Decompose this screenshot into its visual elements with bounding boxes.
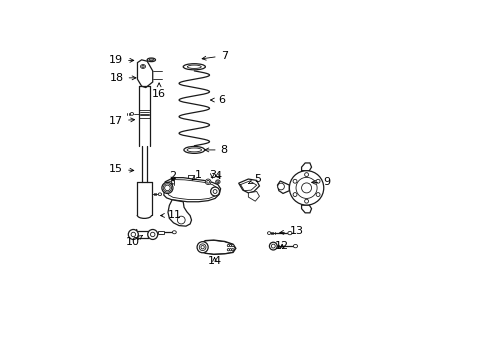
Circle shape <box>232 249 234 251</box>
Ellipse shape <box>172 180 174 184</box>
Text: 7: 7 <box>202 51 228 61</box>
Circle shape <box>270 242 277 250</box>
Circle shape <box>197 242 208 253</box>
Circle shape <box>177 216 185 224</box>
Circle shape <box>293 193 297 197</box>
Circle shape <box>305 199 309 203</box>
Circle shape <box>213 190 217 193</box>
Polygon shape <box>248 192 259 201</box>
Polygon shape <box>277 181 290 193</box>
Text: 19: 19 <box>109 55 134 66</box>
Text: 14: 14 <box>207 256 221 266</box>
Circle shape <box>128 229 138 239</box>
Circle shape <box>201 246 204 249</box>
Circle shape <box>301 183 312 193</box>
Circle shape <box>229 244 232 247</box>
Polygon shape <box>239 179 259 193</box>
Text: 9: 9 <box>312 177 330 187</box>
Circle shape <box>147 229 158 239</box>
Ellipse shape <box>294 244 297 248</box>
Ellipse shape <box>130 112 134 115</box>
Circle shape <box>205 179 211 185</box>
Ellipse shape <box>187 65 201 68</box>
Bar <box>158 231 164 234</box>
Circle shape <box>150 232 155 237</box>
Text: 18: 18 <box>109 73 136 83</box>
Circle shape <box>199 244 206 251</box>
Ellipse shape <box>142 66 144 67</box>
Circle shape <box>293 179 297 183</box>
Ellipse shape <box>147 58 155 62</box>
Circle shape <box>165 185 170 191</box>
Ellipse shape <box>187 148 201 152</box>
Ellipse shape <box>141 64 146 68</box>
Circle shape <box>316 193 320 197</box>
Ellipse shape <box>158 193 162 196</box>
Text: 3: 3 <box>209 170 216 180</box>
Text: 12: 12 <box>275 241 289 251</box>
Text: 16: 16 <box>152 83 166 99</box>
Circle shape <box>271 244 275 248</box>
Circle shape <box>229 249 232 251</box>
Polygon shape <box>199 240 236 255</box>
Ellipse shape <box>149 59 153 61</box>
Text: 17: 17 <box>109 116 135 126</box>
Circle shape <box>207 180 210 183</box>
Text: 4: 4 <box>214 171 221 181</box>
Circle shape <box>316 179 320 183</box>
Circle shape <box>227 249 229 251</box>
Text: 2: 2 <box>170 171 176 181</box>
Polygon shape <box>168 200 192 226</box>
Polygon shape <box>138 60 153 87</box>
Circle shape <box>232 244 234 247</box>
Ellipse shape <box>217 181 219 183</box>
Circle shape <box>131 232 136 237</box>
Text: 5: 5 <box>248 174 261 184</box>
Text: 11: 11 <box>161 210 182 220</box>
Circle shape <box>227 244 229 247</box>
Ellipse shape <box>172 231 176 234</box>
Circle shape <box>278 183 284 190</box>
Polygon shape <box>301 163 312 171</box>
Circle shape <box>290 171 324 205</box>
Text: 8: 8 <box>205 145 228 155</box>
Text: 6: 6 <box>211 95 225 105</box>
Ellipse shape <box>184 147 205 153</box>
Polygon shape <box>301 205 312 213</box>
Circle shape <box>305 173 309 176</box>
Ellipse shape <box>288 231 292 235</box>
Text: 13: 13 <box>280 226 304 236</box>
Circle shape <box>296 177 317 198</box>
Text: 1: 1 <box>192 170 202 180</box>
Ellipse shape <box>183 64 205 70</box>
Text: 10: 10 <box>126 235 143 247</box>
Text: 15: 15 <box>109 164 134 174</box>
Circle shape <box>162 183 173 193</box>
Ellipse shape <box>216 180 220 184</box>
Polygon shape <box>164 177 220 202</box>
Circle shape <box>211 187 220 196</box>
Ellipse shape <box>268 232 271 234</box>
